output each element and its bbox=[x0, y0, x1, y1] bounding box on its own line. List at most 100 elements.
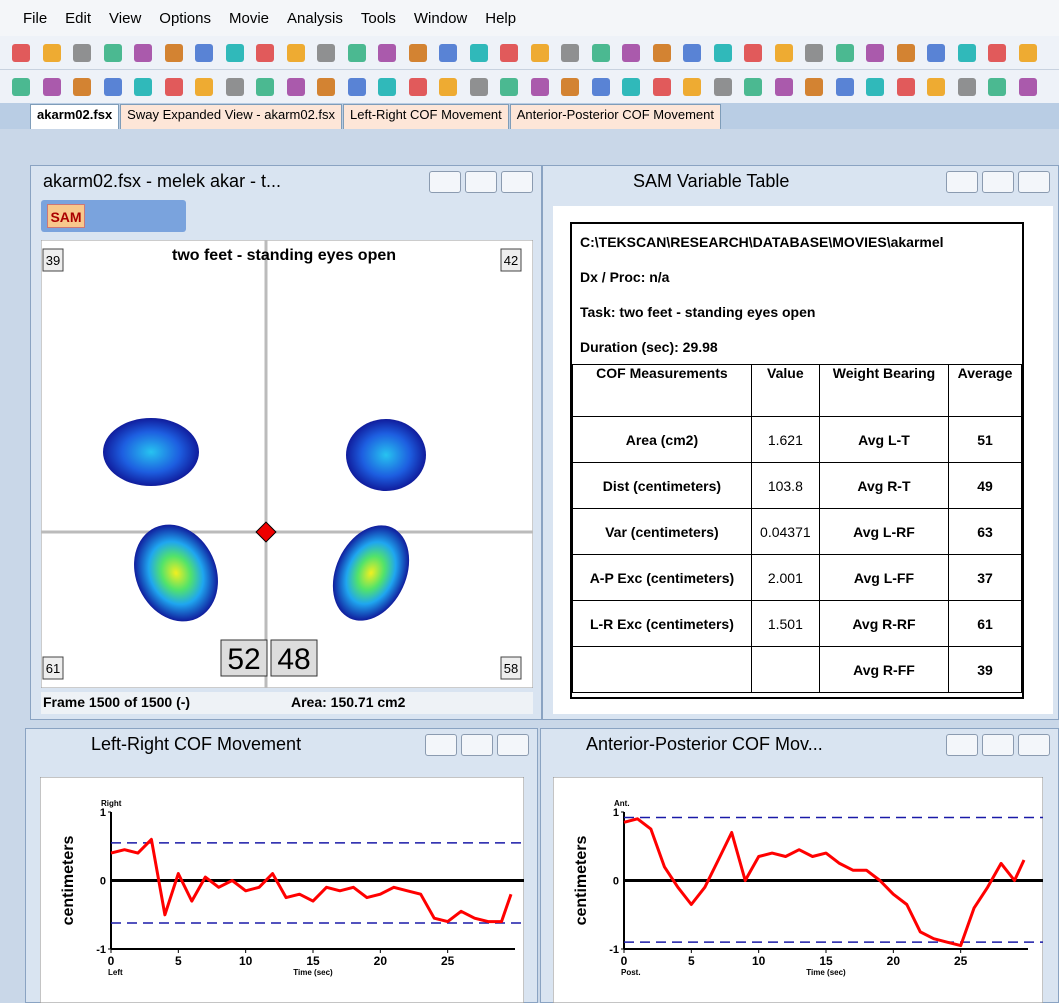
toolbar-button[interactable] bbox=[805, 44, 823, 62]
toolbar-button[interactable] bbox=[744, 78, 762, 96]
toolbar-button[interactable] bbox=[287, 78, 305, 96]
toolbar-button[interactable] bbox=[195, 78, 213, 96]
toolbar-button[interactable] bbox=[500, 44, 518, 62]
toolbar-button[interactable] bbox=[104, 44, 122, 62]
toolbar-button[interactable] bbox=[470, 78, 488, 96]
close[interactable] bbox=[1018, 171, 1050, 193]
toolbar-button[interactable] bbox=[866, 44, 884, 62]
menu-item[interactable]: File bbox=[23, 10, 47, 27]
tab[interactable]: akarm02.fsx bbox=[30, 104, 119, 129]
toolbar-button[interactable] bbox=[43, 44, 61, 62]
toolbar-button[interactable] bbox=[683, 78, 701, 96]
toolbar-button[interactable] bbox=[470, 44, 488, 62]
toolbar-button[interactable] bbox=[592, 78, 610, 96]
minimize[interactable] bbox=[425, 734, 457, 756]
toolbar-button[interactable] bbox=[73, 44, 91, 62]
toolbar-button[interactable] bbox=[744, 44, 762, 62]
header-cell: Average bbox=[949, 365, 1022, 417]
menu-item[interactable]: Edit bbox=[65, 10, 91, 27]
maximize[interactable] bbox=[982, 171, 1014, 193]
toolbar-button[interactable] bbox=[104, 78, 122, 96]
toolbar-button[interactable] bbox=[561, 78, 579, 96]
toolbar-button[interactable] bbox=[195, 44, 213, 62]
toolbar-button[interactable] bbox=[561, 44, 579, 62]
toolbar-button[interactable] bbox=[348, 44, 366, 62]
minimize[interactable] bbox=[946, 734, 978, 756]
tab[interactable]: Left-Right COF Movement bbox=[343, 104, 509, 129]
toolbar-button[interactable] bbox=[714, 78, 732, 96]
toolbar-button[interactable] bbox=[622, 78, 640, 96]
toolbar-button[interactable] bbox=[73, 78, 91, 96]
toolbar-button[interactable] bbox=[1019, 44, 1037, 62]
minimize[interactable] bbox=[429, 171, 461, 193]
toolbar-button[interactable] bbox=[897, 78, 915, 96]
menu-item[interactable]: Tools bbox=[361, 10, 396, 27]
toolbar-button[interactable] bbox=[927, 44, 945, 62]
toolbar-button[interactable] bbox=[714, 44, 732, 62]
toolbar-button[interactable] bbox=[165, 78, 183, 96]
toolbar-button[interactable] bbox=[988, 44, 1006, 62]
toolbar-button[interactable] bbox=[165, 44, 183, 62]
close[interactable] bbox=[1018, 734, 1050, 756]
close[interactable] bbox=[501, 171, 533, 193]
tab[interactable]: Anterior-Posterior COF Movement bbox=[510, 104, 721, 129]
toolbar-button[interactable] bbox=[958, 78, 976, 96]
toolbar-button[interactable] bbox=[348, 78, 366, 96]
toolbar-button[interactable] bbox=[378, 78, 396, 96]
toolbar-button[interactable] bbox=[409, 44, 427, 62]
toolbar-button[interactable] bbox=[592, 44, 610, 62]
minimize[interactable] bbox=[946, 171, 978, 193]
toolbar-button[interactable] bbox=[134, 78, 152, 96]
toolbar-button[interactable] bbox=[226, 78, 244, 96]
toolbar-button[interactable] bbox=[653, 44, 671, 62]
toolbar-button[interactable] bbox=[256, 44, 274, 62]
toolbar-button[interactable] bbox=[1019, 78, 1037, 96]
toolbar-button[interactable] bbox=[409, 78, 427, 96]
menu-item[interactable]: View bbox=[109, 10, 141, 27]
toolbar-button[interactable] bbox=[622, 44, 640, 62]
toolbar-button[interactable] bbox=[500, 78, 518, 96]
close[interactable] bbox=[497, 734, 529, 756]
toolbar-button[interactable] bbox=[958, 44, 976, 62]
toolbar-button[interactable] bbox=[12, 44, 30, 62]
table-cell: A-P Exc (centimeters) bbox=[573, 555, 752, 601]
toolbar-button[interactable] bbox=[317, 44, 335, 62]
toolbar-button[interactable] bbox=[653, 78, 671, 96]
sam-button[interactable]: SAM bbox=[47, 204, 85, 228]
toolbar-button[interactable] bbox=[378, 44, 396, 62]
toolbar-button[interactable] bbox=[836, 78, 854, 96]
maximize[interactable] bbox=[465, 171, 497, 193]
menu-item[interactable]: Analysis bbox=[287, 10, 343, 27]
toolbar-button[interactable] bbox=[531, 78, 549, 96]
toolbar-button[interactable] bbox=[866, 78, 884, 96]
toolbar-button[interactable] bbox=[439, 44, 457, 62]
toolbar-button[interactable] bbox=[317, 78, 335, 96]
toolbar-button[interactable] bbox=[805, 78, 823, 96]
toolbar-button[interactable] bbox=[43, 78, 61, 96]
toolbar-button[interactable] bbox=[775, 44, 793, 62]
menu-item[interactable]: Movie bbox=[229, 10, 269, 27]
menu-item[interactable]: Options bbox=[159, 10, 211, 27]
toolbar-button[interactable] bbox=[531, 44, 549, 62]
x-tick-label: 20 bbox=[887, 954, 901, 968]
table-cell: Avg L-FF bbox=[819, 555, 948, 601]
menu-item[interactable]: Help bbox=[485, 10, 516, 27]
menu-item[interactable]: Window bbox=[414, 10, 467, 27]
toolbar-button[interactable] bbox=[256, 78, 274, 96]
toolbar-button[interactable] bbox=[226, 44, 244, 62]
toolbar-button[interactable] bbox=[683, 44, 701, 62]
toolbar-button[interactable] bbox=[836, 44, 854, 62]
toolbar-button[interactable] bbox=[439, 78, 457, 96]
tab[interactable]: Sway Expanded View - akarm02.fsx bbox=[120, 104, 342, 129]
toolbar-button[interactable] bbox=[134, 44, 152, 62]
y-tick-label: -1 bbox=[609, 944, 619, 956]
toolbar-button[interactable] bbox=[12, 78, 30, 96]
toolbar-button[interactable] bbox=[988, 78, 1006, 96]
toolbar-button[interactable] bbox=[287, 44, 305, 62]
toolbar-button[interactable] bbox=[775, 78, 793, 96]
maximize[interactable] bbox=[461, 734, 493, 756]
maximize[interactable] bbox=[982, 734, 1014, 756]
toolbar-button[interactable] bbox=[897, 44, 915, 62]
toolbar-button[interactable] bbox=[927, 78, 945, 96]
x-tick-label: 25 bbox=[954, 954, 968, 968]
